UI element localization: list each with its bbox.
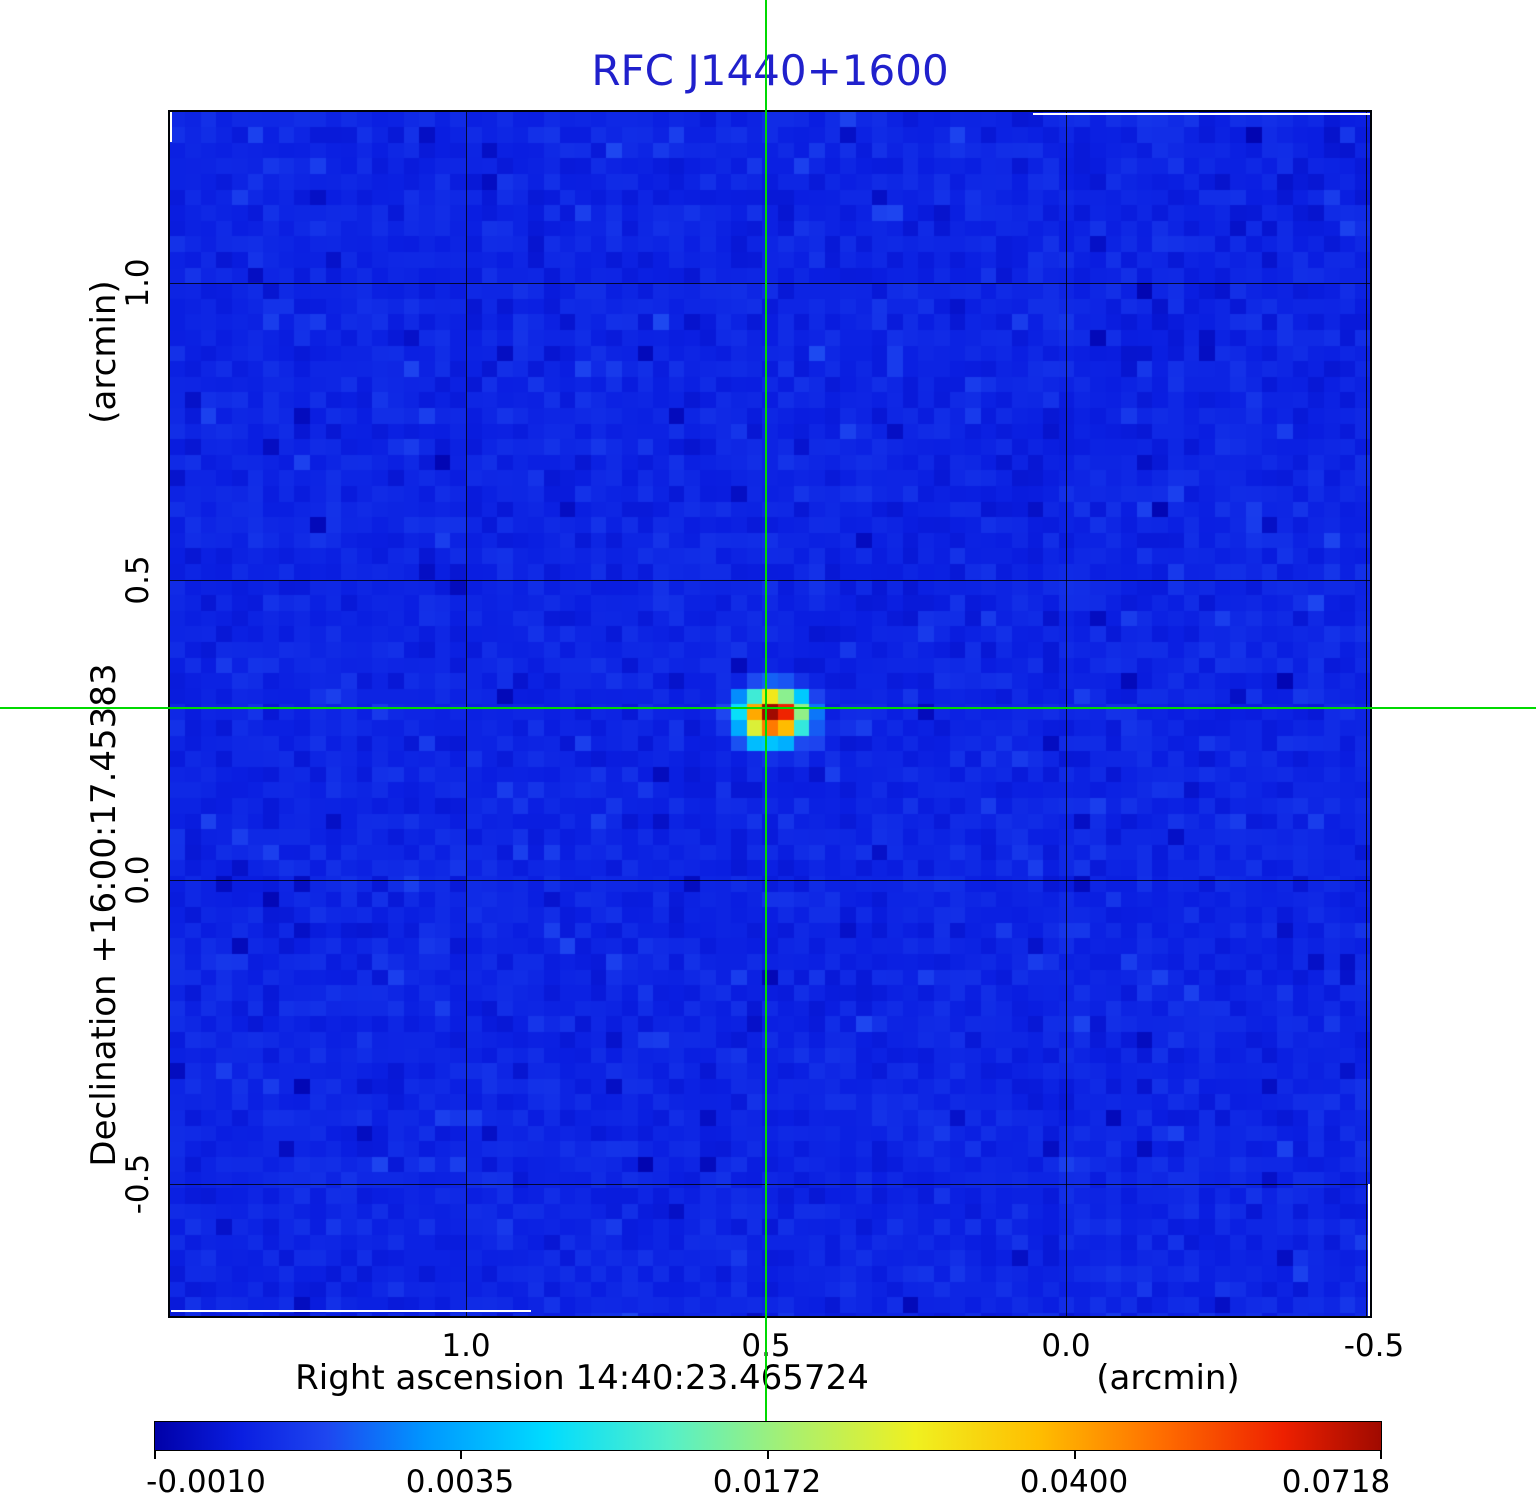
y-axis-unit-label: (arcmin) xyxy=(84,280,124,424)
x-axis-title: Right ascension 14:40:23.465724 xyxy=(295,1358,869,1398)
colorbar-tick-label: 0.0035 xyxy=(405,1464,515,1500)
gridline-horizontal-0.5 xyxy=(170,580,1370,581)
sky-map-canvas xyxy=(170,112,1370,1316)
x-tick-label: 0.0 xyxy=(1041,1328,1091,1364)
x-tick-label: -0.5 xyxy=(1343,1328,1405,1364)
y-tick-label: 1.0 xyxy=(120,258,156,308)
gridline-horizontal-1.0 xyxy=(170,283,1370,284)
colorbar-tick xyxy=(460,1451,462,1459)
colorbar-tick-label: 0.0172 xyxy=(712,1464,822,1500)
data-edge-line-top-right xyxy=(1033,113,1370,115)
data-edge-tick-top-left xyxy=(170,112,172,142)
colorbar-tick xyxy=(154,1451,156,1459)
crosshair-horizontal-line xyxy=(0,707,1536,709)
colorbar-tick-label: -0.0010 xyxy=(146,1464,266,1500)
crosshair-vertical-line xyxy=(765,0,767,1421)
colorbar-tick xyxy=(767,1451,769,1459)
y-axis-title: Declination +16:00:17.45383 xyxy=(84,663,124,1167)
gridline-vertical-1.0 xyxy=(466,112,467,1316)
gridline-vertical-0.0 xyxy=(1066,112,1067,1316)
y-tick-label: 0.5 xyxy=(120,555,156,605)
sky-map-plot xyxy=(168,110,1372,1318)
colorbar-tick xyxy=(1380,1451,1382,1459)
colorbar-tick xyxy=(1074,1451,1076,1459)
data-edge-line-bottom-right xyxy=(1368,1184,1370,1316)
x-tick-label: 1.0 xyxy=(441,1328,491,1364)
colorbar-tick-label: 0.0400 xyxy=(1019,1464,1129,1500)
plot-title: RFC J1440+1600 xyxy=(591,46,949,95)
y-tick-label: 0.0 xyxy=(120,855,156,905)
gridline-horizontal--0.5 xyxy=(170,1184,1370,1185)
data-edge-line-bottom-left xyxy=(171,1310,531,1312)
colorbar-tick-label: 0.0718 xyxy=(1281,1464,1391,1500)
gridline-horizontal-0.0 xyxy=(170,880,1370,881)
colorbar xyxy=(154,1421,1382,1451)
y-tick-label: -0.5 xyxy=(120,1153,156,1215)
x-axis-unit-label: (arcmin) xyxy=(1096,1358,1240,1398)
gridline-vertical--0.5 xyxy=(1366,112,1367,1316)
